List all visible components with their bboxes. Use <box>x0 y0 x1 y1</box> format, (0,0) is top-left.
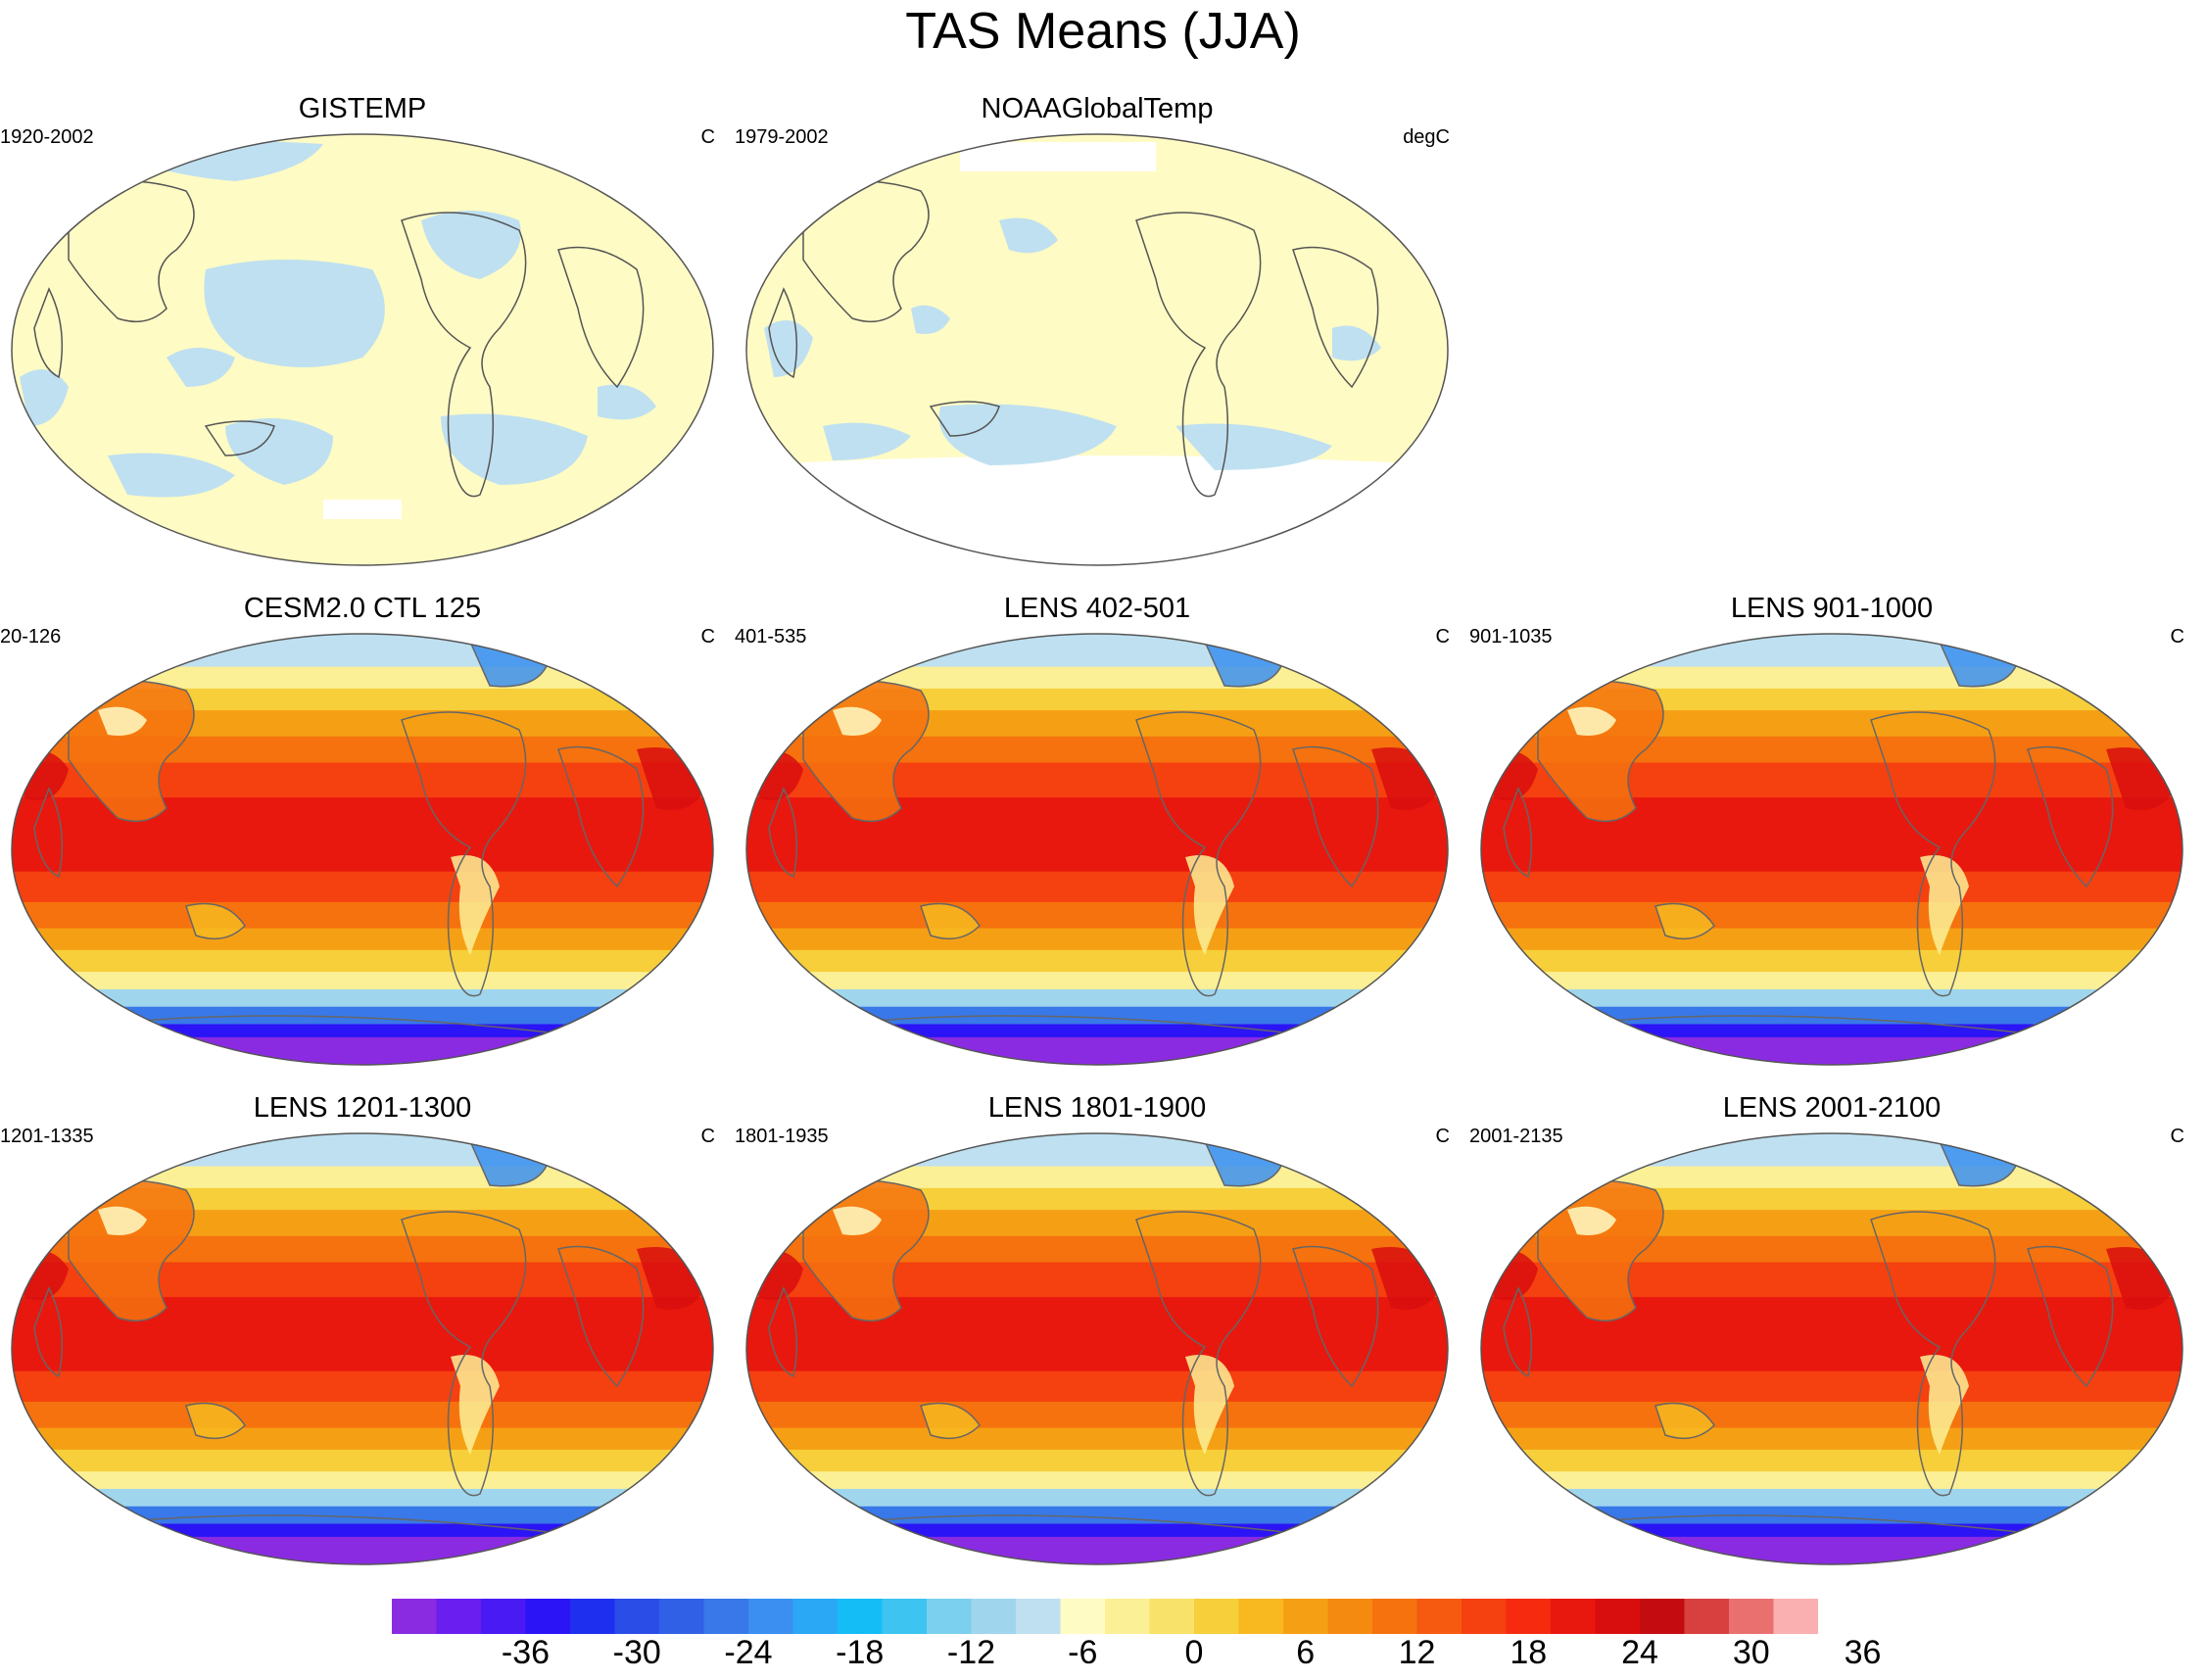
panel-period: 1201-1335 <box>0 1126 94 1147</box>
panel-title: LENS 2001-2100 <box>1722 1092 1942 1124</box>
colorbar-tick-label: 30 <box>1732 1634 1770 1671</box>
panel-title: CESM2.0 CTL 125 <box>243 593 482 624</box>
colorbar-swatch <box>1327 1599 1373 1634</box>
panel-lens402: LENS 402-501 401-535 C <box>735 593 1460 1073</box>
colorbar-swatch <box>614 1599 660 1634</box>
panel-title: GISTEMP <box>298 93 427 124</box>
colorbar-swatch <box>971 1599 1017 1634</box>
colorbar-tick-label: -18 <box>836 1634 885 1671</box>
panel-units: C <box>700 626 715 648</box>
map-lens402 <box>745 633 1449 1066</box>
panel-title: NOAAGlobalTemp <box>981 93 1214 124</box>
colorbar-swatch <box>525 1599 571 1634</box>
panel-units: C <box>700 1126 715 1147</box>
colorbar-tick-label: 36 <box>1844 1634 1882 1671</box>
figure-title: TAS Means (JJA) <box>905 3 1301 60</box>
colorbar-swatch <box>1105 1599 1150 1634</box>
colorbar-swatch <box>1194 1599 1239 1634</box>
colorbar-swatch <box>436 1599 482 1634</box>
panel-period: 1920-2002 <box>0 126 94 148</box>
colorbar-tick-label: -36 <box>501 1634 551 1671</box>
colorbar-swatch <box>1773 1599 1818 1634</box>
map-cesm <box>11 633 714 1066</box>
panel-period: 20-126 <box>0 626 62 648</box>
map-gistemp <box>11 133 714 566</box>
map-noaa <box>745 133 1449 566</box>
colorbar-tick-label: 12 <box>1398 1634 1436 1671</box>
colorbar-swatch <box>703 1599 749 1634</box>
panel-lens1801: LENS 1801-1900 1801-1935 C <box>735 1092 1460 1572</box>
panel-title: LENS 402-501 <box>1003 593 1191 624</box>
panel-period: 1801-1935 <box>735 1126 829 1147</box>
colorbar-swatch <box>1060 1599 1106 1634</box>
colorbar-swatch <box>1416 1599 1463 1634</box>
map-lens901 <box>1480 633 2183 1066</box>
colorbar-swatch <box>570 1599 615 1634</box>
colorbar-swatch <box>1595 1599 1641 1634</box>
colorbar-swatch <box>1551 1599 1596 1634</box>
panel-period: 401-535 <box>735 626 807 648</box>
panel-period: 901-1035 <box>1469 626 1553 648</box>
colorbar-swatch <box>1506 1599 1552 1634</box>
panel-title: LENS 901-1000 <box>1730 593 1934 624</box>
panel-gistemp: GISTEMP 1920-2002 C <box>0 93 725 573</box>
colorbar-swatch <box>748 1599 793 1634</box>
colorbar-tick-label: 18 <box>1510 1634 1548 1671</box>
panel-units: C <box>1435 626 1450 648</box>
colorbar-swatch <box>1372 1599 1417 1634</box>
colorbar <box>392 1599 1818 1634</box>
colorbar-tick-label: 24 <box>1621 1634 1658 1671</box>
panel-units: C <box>2170 626 2184 648</box>
map-lens1801 <box>745 1132 1449 1565</box>
panel-title: LENS 1801-1900 <box>987 1092 1207 1124</box>
colorbar-swatch <box>927 1599 972 1634</box>
colorbar-swatch <box>1016 1599 1061 1634</box>
colorbar-swatch <box>1462 1599 1507 1634</box>
colorbar-swatch <box>1283 1599 1328 1634</box>
colorbar-tick-label: 6 <box>1296 1634 1316 1671</box>
colorbar-swatch <box>838 1599 883 1634</box>
panel-units: C <box>2170 1126 2184 1147</box>
colorbar-swatch <box>882 1599 928 1634</box>
colorbar-tick-label: -24 <box>724 1634 773 1671</box>
panel-units: C <box>1435 1126 1450 1147</box>
colorbar-tick-label: -6 <box>1068 1634 1098 1671</box>
colorbar-swatch <box>1149 1599 1195 1634</box>
colorbar-swatch <box>1684 1599 1730 1634</box>
colorbar-swatch <box>792 1599 839 1634</box>
panel-lens901: LENS 901-1000 901-1035 C <box>1469 593 2194 1073</box>
panel-cesm: CESM2.0 CTL 125 20-126 C <box>0 593 725 1073</box>
panel-lens1201: LENS 1201-1300 1201-1335 C <box>0 1092 725 1572</box>
panel-units: degC <box>1403 126 1450 148</box>
map-lens1201 <box>11 1132 714 1565</box>
colorbar-swatch <box>1640 1599 1685 1634</box>
colorbar-swatch <box>392 1599 437 1634</box>
colorbar-swatch <box>659 1599 704 1634</box>
map-lens2001 <box>1480 1132 2183 1565</box>
panel-title: LENS 1201-1300 <box>253 1092 472 1124</box>
colorbar-swatch <box>1238 1599 1284 1634</box>
panel-period: 1979-2002 <box>735 126 829 148</box>
colorbar-swatch <box>481 1599 526 1634</box>
panel-lens2001: LENS 2001-2100 2001-2135 C <box>1469 1092 2194 1572</box>
panel-units: C <box>700 126 715 148</box>
colorbar-swatch <box>1729 1599 1774 1634</box>
colorbar-tick-label: -30 <box>612 1634 661 1671</box>
colorbar-tick-label: -12 <box>946 1634 996 1671</box>
colorbar-tick-label: 0 <box>1184 1634 1204 1671</box>
panel-noaa: NOAAGlobalTemp 1979-2002 degC <box>735 93 1460 573</box>
panel-period: 2001-2135 <box>1469 1126 1563 1147</box>
